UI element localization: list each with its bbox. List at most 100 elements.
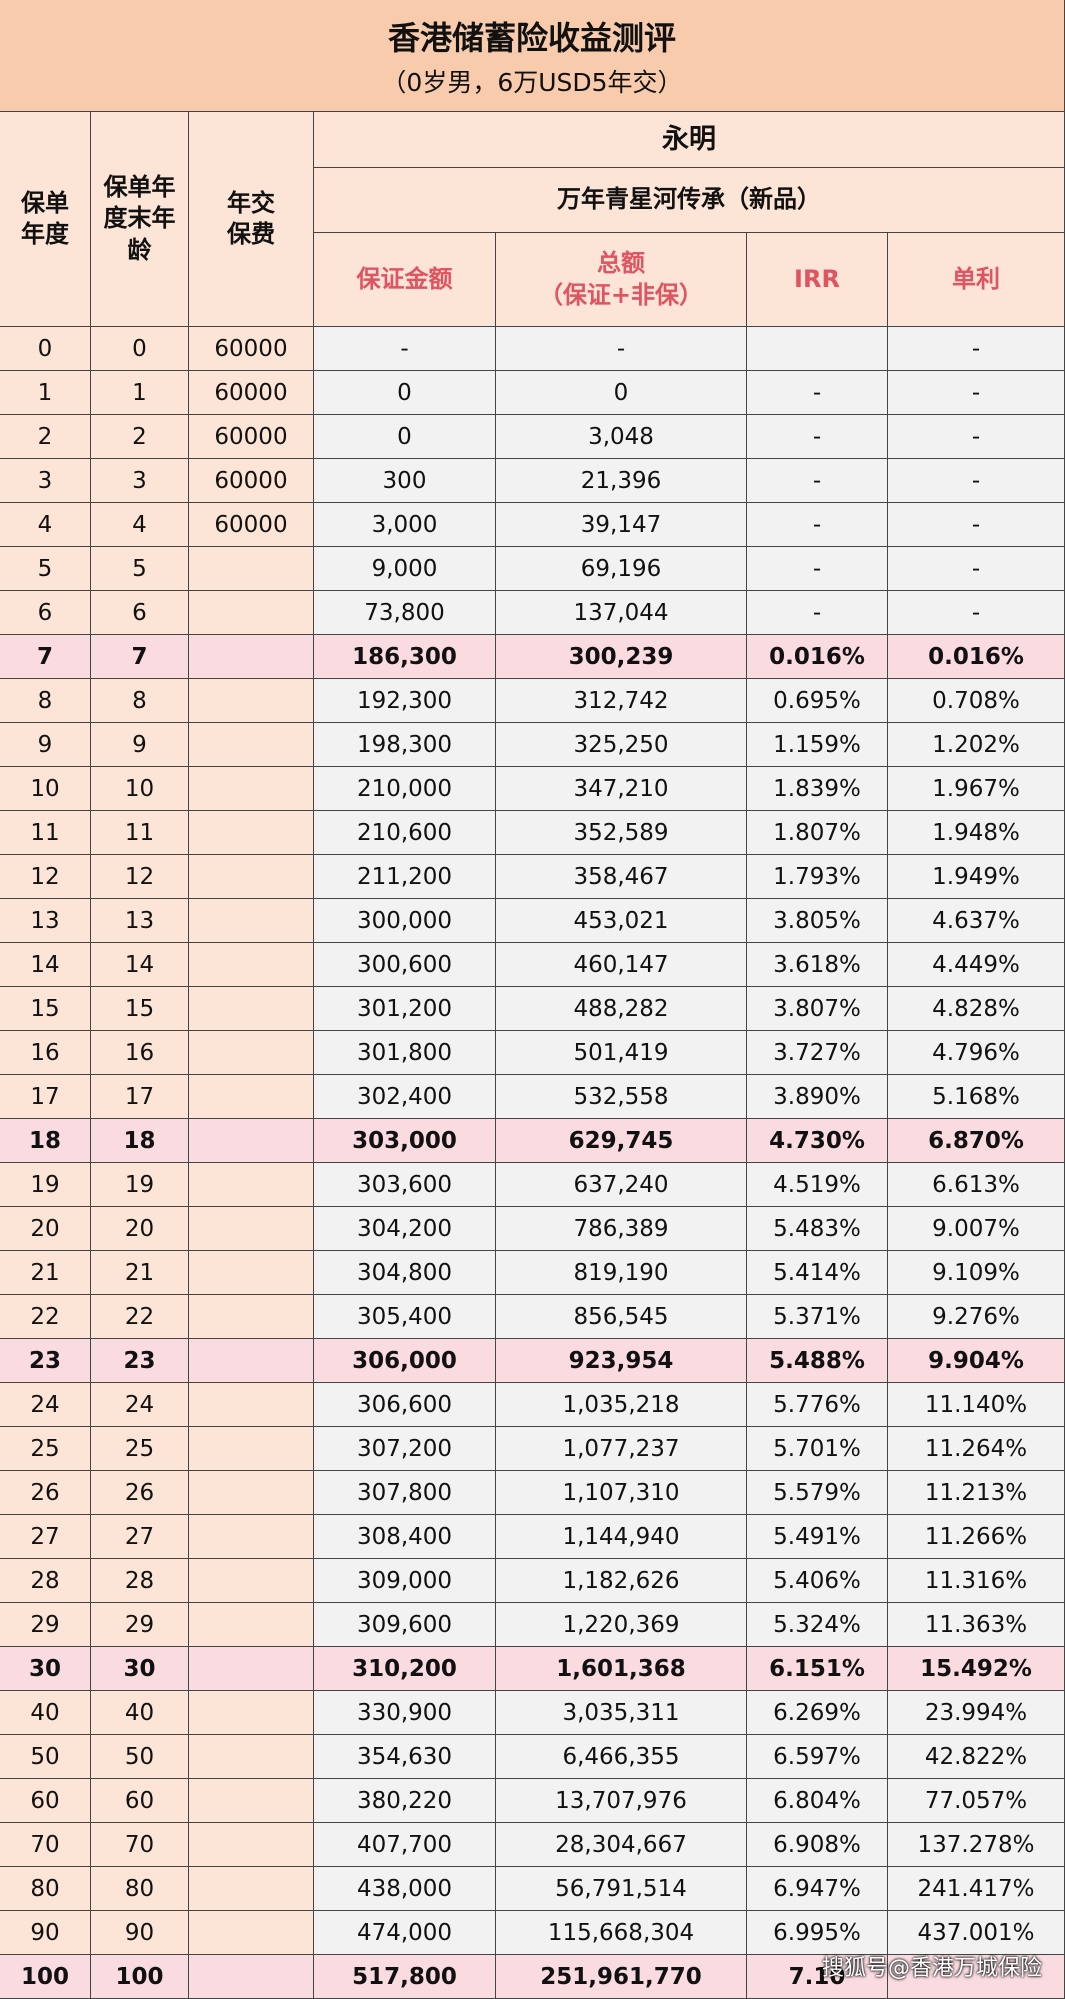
- table-cell: 1.948%: [888, 811, 1065, 855]
- sub-header: IRR: [747, 233, 888, 327]
- table-cell: -: [888, 547, 1065, 591]
- table-cell: 3.805%: [747, 899, 888, 943]
- table-cell: [189, 1647, 314, 1691]
- table-cell: 5.776%: [747, 1383, 888, 1427]
- column-header: 保单 年度: [0, 112, 91, 327]
- table-cell: -: [747, 415, 888, 459]
- table-cell: [189, 1427, 314, 1471]
- table-cell: 20: [91, 1207, 189, 1251]
- table-cell: 3: [0, 459, 91, 503]
- table-cell: 77.057%: [888, 1779, 1065, 1823]
- table-cell: 28: [0, 1559, 91, 1603]
- table-cell: 309,600: [314, 1603, 496, 1647]
- table-cell: 302,400: [314, 1075, 496, 1119]
- table-cell: 0: [314, 415, 496, 459]
- table-cell: 186,300: [314, 635, 496, 679]
- table-cell: 210,000: [314, 767, 496, 811]
- table-cell: -: [888, 327, 1065, 371]
- table-cell: -: [747, 503, 888, 547]
- table-cell: 1.839%: [747, 767, 888, 811]
- table-cell: [747, 327, 888, 371]
- table-cell: 301,200: [314, 987, 496, 1031]
- table-cell: 7.10: [747, 1955, 888, 1999]
- table-cell: [189, 1119, 314, 1163]
- table-cell: 11.213%: [888, 1471, 1065, 1515]
- table-cell: [189, 591, 314, 635]
- table-cell: 27: [91, 1515, 189, 1559]
- table-cell: 0.708%: [888, 679, 1065, 723]
- table-cell: 11.264%: [888, 1427, 1065, 1471]
- table-cell: 23: [0, 1339, 91, 1383]
- table-cell: 8: [0, 679, 91, 723]
- table-cell: 312,742: [496, 679, 747, 723]
- table-cell: 307,200: [314, 1427, 496, 1471]
- table-cell: 6.269%: [747, 1691, 888, 1735]
- table-cell: 347,210: [496, 767, 747, 811]
- table-cell: 100: [91, 1955, 189, 1999]
- table-cell: 21: [91, 1251, 189, 1295]
- table-cell: 11.140%: [888, 1383, 1065, 1427]
- table-cell: 42.822%: [888, 1735, 1065, 1779]
- table-cell: 23.994%: [888, 1691, 1065, 1735]
- table-cell: 309,000: [314, 1559, 496, 1603]
- table-cell: 5.168%: [888, 1075, 1065, 1119]
- table-cell: 12: [0, 855, 91, 899]
- table-cell: 198,300: [314, 723, 496, 767]
- table-cell: [189, 1867, 314, 1911]
- table-cell: 115,668,304: [496, 1911, 747, 1955]
- table-cell: 3,035,311: [496, 1691, 747, 1735]
- table-cell: 2: [0, 415, 91, 459]
- table-cell: 14: [91, 943, 189, 987]
- table-cell: 1,182,626: [496, 1559, 747, 1603]
- sub-header: 总额 （保证+非保）: [496, 233, 747, 327]
- table-cell: 488,282: [496, 987, 747, 1031]
- table-cell: 60: [0, 1779, 91, 1823]
- watermark: 搜狐号@香港万城保险: [822, 1956, 1043, 1981]
- table-cell: [189, 1207, 314, 1251]
- table-cell: 28: [91, 1559, 189, 1603]
- table-cell: 15.492%: [888, 1647, 1065, 1691]
- table-cell: 4.828%: [888, 987, 1065, 1031]
- table-cell: 26: [91, 1471, 189, 1515]
- table-cell: 24: [0, 1383, 91, 1427]
- table-cell: 330,900: [314, 1691, 496, 1735]
- company: 永明: [314, 112, 1065, 168]
- table-cell: 23: [91, 1339, 189, 1383]
- table-cell: 1.202%: [888, 723, 1065, 767]
- table-cell: 25: [0, 1427, 91, 1471]
- table-cell: [189, 899, 314, 943]
- table-cell: 1,144,940: [496, 1515, 747, 1559]
- table-cell: [189, 1515, 314, 1559]
- table-cell: 5.371%: [747, 1295, 888, 1339]
- table-cell: 6,466,355: [496, 1735, 747, 1779]
- table-cell: 407,700: [314, 1823, 496, 1867]
- table-cell: 29: [91, 1603, 189, 1647]
- table-cell: 20: [0, 1207, 91, 1251]
- table-cell: 6.597%: [747, 1735, 888, 1779]
- title: 香港储蓄险收益测评: [387, 18, 676, 57]
- table-cell: 1.793%: [747, 855, 888, 899]
- table-cell: 11.316%: [888, 1559, 1065, 1603]
- table-cell: 137,044: [496, 591, 747, 635]
- table-cell: [189, 1911, 314, 1955]
- table-cell: 5.579%: [747, 1471, 888, 1515]
- table-cell: 0: [0, 327, 91, 371]
- sub-header: 保证金额: [314, 233, 496, 327]
- table-cell: 6.908%: [747, 1823, 888, 1867]
- table-cell: 6.804%: [747, 1779, 888, 1823]
- column-header: 保单年 度末年 龄: [91, 112, 189, 327]
- table-cell: [189, 1559, 314, 1603]
- table-cell: 3.618%: [747, 943, 888, 987]
- sub-header: 单利: [888, 233, 1065, 327]
- table-cell: 325,250: [496, 723, 747, 767]
- table-cell: 358,467: [496, 855, 747, 899]
- table-cell: 9: [0, 723, 91, 767]
- table-cell: 306,000: [314, 1339, 496, 1383]
- table-cell: 15: [91, 987, 189, 1031]
- table-cell: 1: [0, 371, 91, 415]
- table-cell: [189, 1823, 314, 1867]
- table-cell: 0.016%: [888, 635, 1065, 679]
- table-cell: 6: [0, 591, 91, 635]
- table-cell: 1,107,310: [496, 1471, 747, 1515]
- product: 万年青星河传承（新品）: [314, 168, 1065, 233]
